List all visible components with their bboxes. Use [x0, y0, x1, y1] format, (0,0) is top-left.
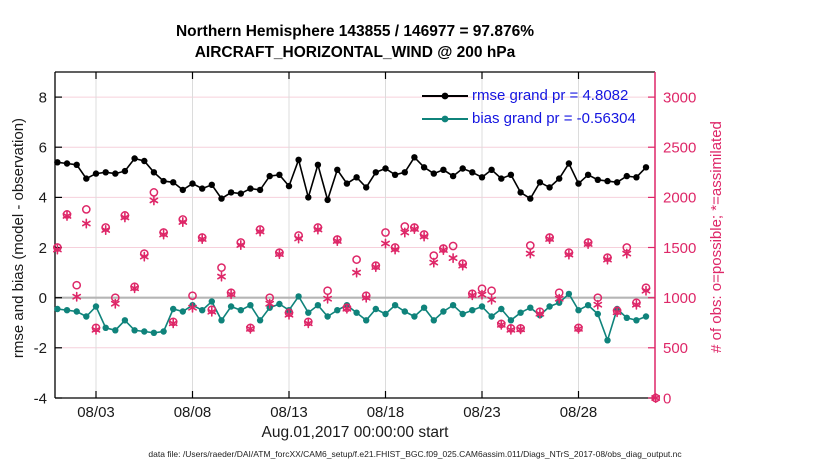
- svg-text:500: 500: [663, 340, 688, 357]
- bias-series: [54, 290, 650, 344]
- legend-item-bias: bias grand pr = -0.56304: [421, 107, 636, 130]
- data-file-path: data file: /Users/raeder/DAI/ATM_forcXX/…: [148, 449, 682, 459]
- legend-label-bias: bias grand pr = -0.56304: [472, 110, 636, 127]
- svg-text:4: 4: [39, 190, 47, 207]
- right-tick-labels: 3000 2500 2000 1500 1000 500 0: [663, 89, 696, 407]
- left-axis-label: rmse and bias (model - observation): [10, 117, 27, 359]
- right-axis-label: # of obs: o=possible; *=assimilated: [708, 121, 725, 353]
- chart-legend: rmse grand pr = 4.8082 bias grand pr = -…: [421, 84, 636, 130]
- svg-text:8: 8: [39, 89, 47, 106]
- chart-title: Northern Hemisphere 143855 / 146977 = 97…: [55, 21, 655, 63]
- svg-text:08/13: 08/13: [270, 404, 308, 421]
- horizontal-gridlines: [55, 96, 655, 349]
- svg-text:2000: 2000: [663, 190, 696, 207]
- left-tick-labels: 8 6 4 2 0 -2 -4: [34, 89, 47, 407]
- svg-text:2: 2: [39, 240, 47, 257]
- x-tick-labels: 08/03 08/08 08/13 08/18 08/23 08/28: [77, 404, 597, 421]
- svg-text:08/23: 08/23: [463, 404, 501, 421]
- axis-ticks: [55, 72, 655, 399]
- legend-line-rmse-icon: [422, 92, 468, 99]
- svg-text:0: 0: [663, 390, 671, 407]
- rmse-series: [54, 154, 650, 204]
- svg-text:-2: -2: [34, 340, 47, 357]
- x-axis-label: Aug.01,2017 00:00:00 start: [261, 424, 449, 441]
- vertical-gridlines: [95, 72, 579, 398]
- svg-text:1500: 1500: [663, 240, 696, 257]
- legend-line-bias-icon: [422, 115, 468, 122]
- legend-label-rmse: rmse grand pr = 4.8082: [472, 87, 629, 104]
- svg-text:-4: -4: [34, 390, 47, 407]
- chart-title-line1: Northern Hemisphere 143855 / 146977 = 97…: [175, 23, 534, 40]
- legend-item-rmse: rmse grand pr = 4.8082: [421, 84, 636, 107]
- plot-border: [54, 71, 656, 399]
- svg-text:6: 6: [39, 140, 47, 157]
- svg-text:0: 0: [39, 290, 47, 307]
- svg-text:08/08: 08/08: [174, 404, 212, 421]
- svg-text:08/18: 08/18: [367, 404, 405, 421]
- svg-text:2500: 2500: [663, 140, 696, 157]
- chart-title-line2: AIRCRAFT_HORIZONTAL_WIND @ 200 hPa: [194, 44, 516, 61]
- svg-text:08/03: 08/03: [77, 404, 115, 421]
- svg-text:08/28: 08/28: [560, 404, 598, 421]
- assimilated-obs-markers: [52, 195, 661, 404]
- svg-text:1000: 1000: [663, 290, 696, 307]
- svg-text:3000: 3000: [663, 89, 696, 106]
